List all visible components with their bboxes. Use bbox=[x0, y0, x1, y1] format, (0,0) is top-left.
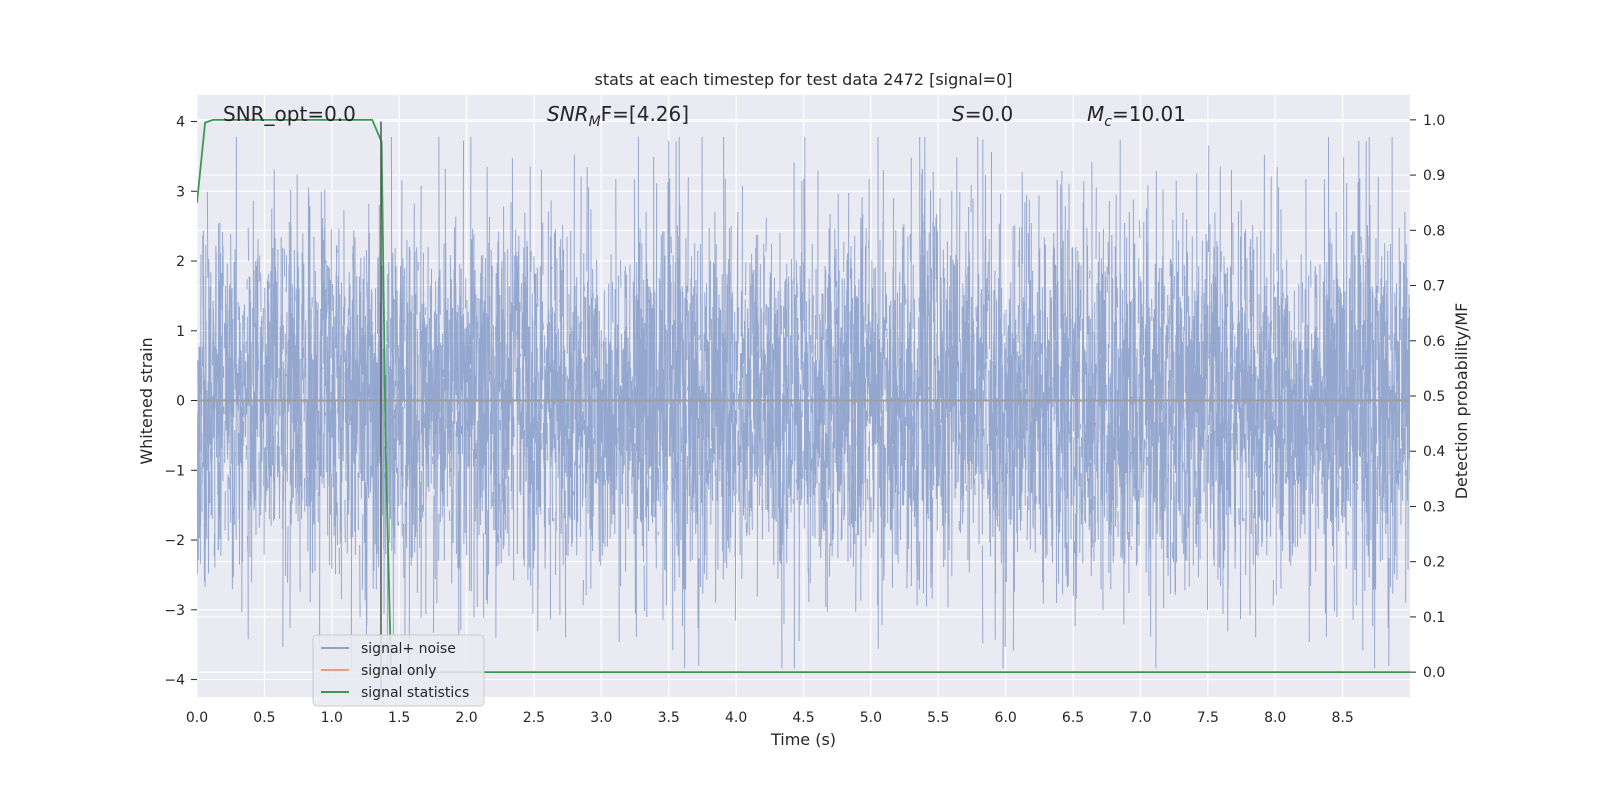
y-axis-left-label: Whitened strain bbox=[137, 337, 156, 464]
x-tick-label: 7.0 bbox=[1129, 710, 1151, 726]
y-right-tick-label: 0.9 bbox=[1423, 168, 1445, 184]
legend: signal+ noise signal only signal statistic… bbox=[312, 634, 485, 707]
y-left-tick-label: −4 bbox=[164, 673, 185, 689]
x-tick-label: 6.0 bbox=[995, 710, 1017, 726]
x-tick-label: 0.0 bbox=[186, 710, 208, 726]
y-right-tick-label: 0.6 bbox=[1423, 334, 1445, 350]
x-tick-label: 3.0 bbox=[590, 710, 612, 726]
y-left-tick-label: 0 bbox=[176, 394, 185, 410]
y-right-tick-label: 0.3 bbox=[1423, 499, 1445, 515]
axis-ticks: 0.0 0.5 1.0 1.5 2.0 2.5 3.0 3.5 4.0 4.5 5.0 5.5 6.0 6… bbox=[164, 113, 1445, 726]
y-left-tick-label: 1 bbox=[176, 324, 185, 340]
x-tick-label: 5.0 bbox=[860, 710, 882, 726]
x-tick-label: 4.5 bbox=[792, 710, 814, 726]
annotation-2: SNRMF=[4.26] bbox=[547, 102, 689, 130]
x-tick-label: 1.0 bbox=[321, 710, 343, 726]
y-right-tick-label: 1.0 bbox=[1423, 113, 1445, 129]
x-tick-label: 4.0 bbox=[725, 710, 747, 726]
x-axis-label: Time (s) bbox=[770, 730, 836, 749]
x-tick-label: 8.5 bbox=[1331, 710, 1353, 726]
annotation-3: S=0.0 bbox=[952, 102, 1013, 126]
x-tick-label: 5.5 bbox=[927, 710, 949, 726]
y-axis-right-label: Detection probability/MF bbox=[1452, 303, 1471, 500]
y-right-tick-label: 0.2 bbox=[1423, 555, 1445, 571]
y-left-tick-label: 3 bbox=[176, 184, 185, 200]
legend-label: signal+ noise bbox=[361, 641, 456, 657]
y-left-tick-label: 4 bbox=[176, 115, 185, 131]
x-tick-label: 0.5 bbox=[253, 710, 275, 726]
x-tick-label: 3.5 bbox=[658, 710, 680, 726]
x-tick-label: 2.5 bbox=[523, 710, 545, 726]
annotation-1: SNR_opt=0.0 bbox=[223, 102, 356, 126]
y-left-tick-label: −2 bbox=[164, 533, 185, 549]
plot-content bbox=[197, 119, 1410, 697]
y-right-tick-label: 0.0 bbox=[1423, 665, 1445, 681]
y-right-tick-label: 0.8 bbox=[1423, 223, 1445, 239]
y-left-tick-label: −1 bbox=[164, 463, 185, 479]
y-right-tick-label: 0.7 bbox=[1423, 279, 1445, 295]
annotation-4: Mc=10.01 bbox=[1087, 102, 1186, 130]
x-tick-label: 8.0 bbox=[1264, 710, 1286, 726]
annotations: SNR_opt=0.0 SNRMF=[4.26] S=0.0 Mc=10.01 bbox=[223, 102, 1186, 130]
chart-title: stats at each timestep for test data 247… bbox=[594, 70, 1012, 89]
legend-box bbox=[312, 634, 485, 707]
x-tick-label: 2.0 bbox=[455, 710, 477, 726]
y-right-tick-label: 0.5 bbox=[1423, 389, 1445, 405]
x-tick-label: 6.5 bbox=[1062, 710, 1084, 726]
y-right-tick-label: 0.4 bbox=[1423, 444, 1445, 460]
legend-label: signal statistics bbox=[361, 685, 469, 701]
legend-label: signal only bbox=[361, 663, 436, 679]
y-left-tick-label: −3 bbox=[164, 603, 185, 619]
y-left-tick-label: 2 bbox=[176, 254, 185, 270]
x-tick-label: 1.5 bbox=[388, 710, 410, 726]
x-tick-label: 7.5 bbox=[1197, 710, 1219, 726]
y-right-tick-label: 0.1 bbox=[1423, 610, 1445, 626]
